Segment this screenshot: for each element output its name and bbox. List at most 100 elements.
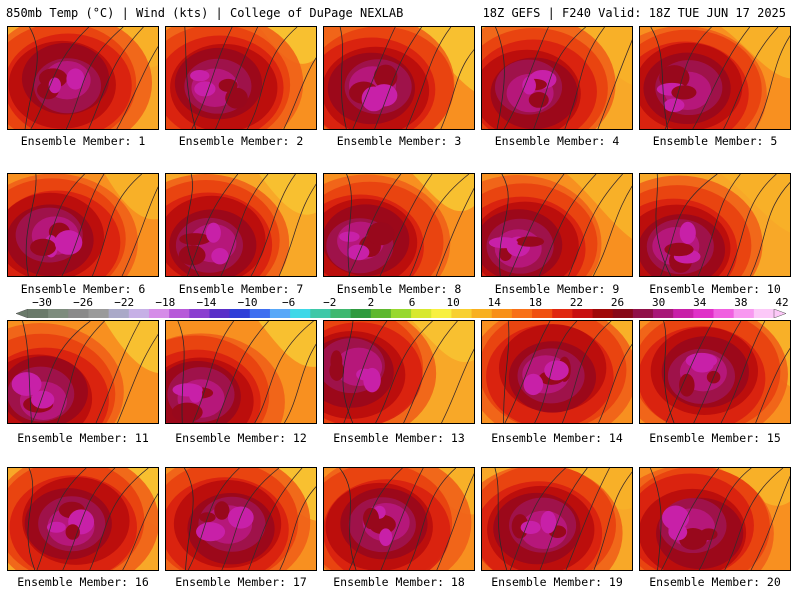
temperature-map xyxy=(482,468,632,570)
temperature-map xyxy=(166,321,316,423)
colorbar-swatch xyxy=(693,309,715,318)
ensemble-panel-6 xyxy=(7,173,159,277)
ensemble-member-label: Ensemble Member: 19 xyxy=(491,575,623,589)
colorbar-swatch xyxy=(653,309,674,318)
colorbar-swatch xyxy=(592,309,614,318)
temperature-map xyxy=(640,27,790,129)
colorbar-tick-label: 26 xyxy=(610,296,625,309)
ensemble-member-label: Ensemble Member: 10 xyxy=(649,282,781,296)
colorbar-swatch xyxy=(552,309,573,318)
colorbar-swatch xyxy=(390,309,412,318)
colorbar-tick-label: 2 xyxy=(367,296,375,309)
ensemble-member-label: Ensemble Member: 14 xyxy=(491,431,623,445)
colorbar-swatch xyxy=(148,309,170,318)
temperature-map xyxy=(8,468,158,570)
colorbar-tick-label: −6 xyxy=(282,296,296,309)
ensemble-member-label: Ensemble Member: 5 xyxy=(652,134,778,148)
ensemble-member-label: Ensemble Member: 9 xyxy=(494,282,620,296)
colorbar-tick-label: 14 xyxy=(487,296,501,309)
temperature-map xyxy=(482,27,632,129)
colorbar-swatch xyxy=(249,309,271,318)
ensemble-panel-12 xyxy=(165,320,317,424)
ensemble-member-label: Ensemble Member: 8 xyxy=(336,282,462,296)
colorbar-swatch xyxy=(330,309,352,318)
colorbar-tick-label: 10 xyxy=(446,296,460,309)
colorbar-swatch xyxy=(471,309,493,318)
ensemble-panel-19 xyxy=(481,467,633,571)
ensemble-member-label: Ensemble Member: 3 xyxy=(336,134,462,148)
temperature-map xyxy=(8,321,158,423)
temperature-map xyxy=(482,174,632,276)
ensemble-member-label: Ensemble Member: 18 xyxy=(333,575,465,589)
temperature-map xyxy=(640,321,790,423)
colorbar-tick-label: 42 xyxy=(775,296,789,309)
ensemble-member-label: Ensemble Member: 7 xyxy=(178,282,304,296)
ensemble-member-label: Ensemble Member: 15 xyxy=(649,431,781,445)
colorbar-swatch xyxy=(733,309,755,318)
temperature-map xyxy=(640,174,790,276)
colorbar-tick-label: −10 xyxy=(237,296,258,309)
ensemble-member-label: Ensemble Member: 6 xyxy=(20,282,146,296)
colorbar-tick-label: 6 xyxy=(408,296,416,309)
ensemble-member-label: Ensemble Member: 20 xyxy=(649,575,781,589)
colorbar-swatch xyxy=(713,309,735,318)
colorbar-swatch xyxy=(229,309,251,318)
ensemble-member-label: Ensemble Member: 11 xyxy=(17,431,149,445)
colorbar-tick-label: −2 xyxy=(323,296,337,309)
ensemble-panel-18 xyxy=(323,467,475,571)
ensemble-panel-15 xyxy=(639,320,791,424)
colorbar-swatch xyxy=(451,309,473,318)
temperature-map xyxy=(482,321,632,423)
ensemble-member-label: Ensemble Member: 1 xyxy=(20,134,146,148)
colorbar-tick-label: −18 xyxy=(155,296,176,309)
colorbar-arrow-left xyxy=(16,309,29,318)
ensemble-member-label: Ensemble Member: 2 xyxy=(178,134,304,148)
temperature-map xyxy=(8,27,158,129)
colorbar-swatch xyxy=(491,309,513,318)
colorbar-swatch xyxy=(511,309,533,318)
colorbar-swatch xyxy=(411,309,432,318)
ensemble-panel-4 xyxy=(481,26,633,130)
ensemble-panel-5 xyxy=(639,26,791,130)
colorbar-swatch xyxy=(431,309,452,318)
temperature-map xyxy=(8,174,158,276)
temperature-map xyxy=(324,321,474,423)
colorbar-swatch xyxy=(28,309,49,318)
temperature-map xyxy=(324,468,474,570)
colorbar xyxy=(16,309,786,318)
colorbar-swatch xyxy=(108,309,130,318)
colorbar-tick-label: 22 xyxy=(569,296,584,309)
ensemble-member-label: Ensemble Member: 13 xyxy=(333,431,465,445)
colorbar-arrow-right xyxy=(773,309,786,318)
colorbar-tick-label: 18 xyxy=(528,296,542,309)
colorbar-swatch xyxy=(632,309,654,318)
temperature-map xyxy=(640,468,790,570)
ensemble-member-label: Ensemble Member: 12 xyxy=(175,431,307,445)
colorbar-swatch xyxy=(269,309,291,318)
ensemble-member-label: Ensemble Member: 4 xyxy=(494,134,620,148)
colorbar-swatch xyxy=(290,309,311,318)
temperature-map xyxy=(324,174,474,276)
title-right: 18Z GEFS | F240 Valid: 18Z TUE JUN 17 20… xyxy=(482,6,786,20)
title-left: 850mb Temp (°C) | Wind (kts) | College o… xyxy=(6,6,404,20)
colorbar-tick-label: −30 xyxy=(32,296,52,309)
colorbar-swatch xyxy=(350,309,372,318)
ensemble-panel-2 xyxy=(165,26,317,130)
ensemble-member-label: Ensemble Member: 17 xyxy=(175,575,307,589)
colorbar-swatch xyxy=(612,309,634,318)
ensemble-member-label: Ensemble Member: 16 xyxy=(17,575,149,589)
ensemble-panel-8 xyxy=(323,173,475,277)
ensemble-panel-16 xyxy=(7,467,159,571)
colorbar-tick-label: 30 xyxy=(652,296,666,309)
temperature-map xyxy=(324,27,474,129)
ensemble-panel-10 xyxy=(639,173,791,277)
ensemble-panel-13 xyxy=(323,320,475,424)
colorbar-swatch xyxy=(68,309,89,318)
ensemble-panel-7 xyxy=(165,173,317,277)
colorbar-tick-label: −22 xyxy=(114,296,135,309)
colorbar-swatch xyxy=(88,309,110,318)
ensemble-panel-3 xyxy=(323,26,475,130)
colorbar-labels: −30 −26 −22 −18 −14 −10 −6 −2 2 6 10 14 18 22 26 30 34 38… xyxy=(20,296,789,309)
colorbar-tick-label: 34 xyxy=(693,296,707,309)
colorbar-tick-label: −26 xyxy=(73,296,94,309)
